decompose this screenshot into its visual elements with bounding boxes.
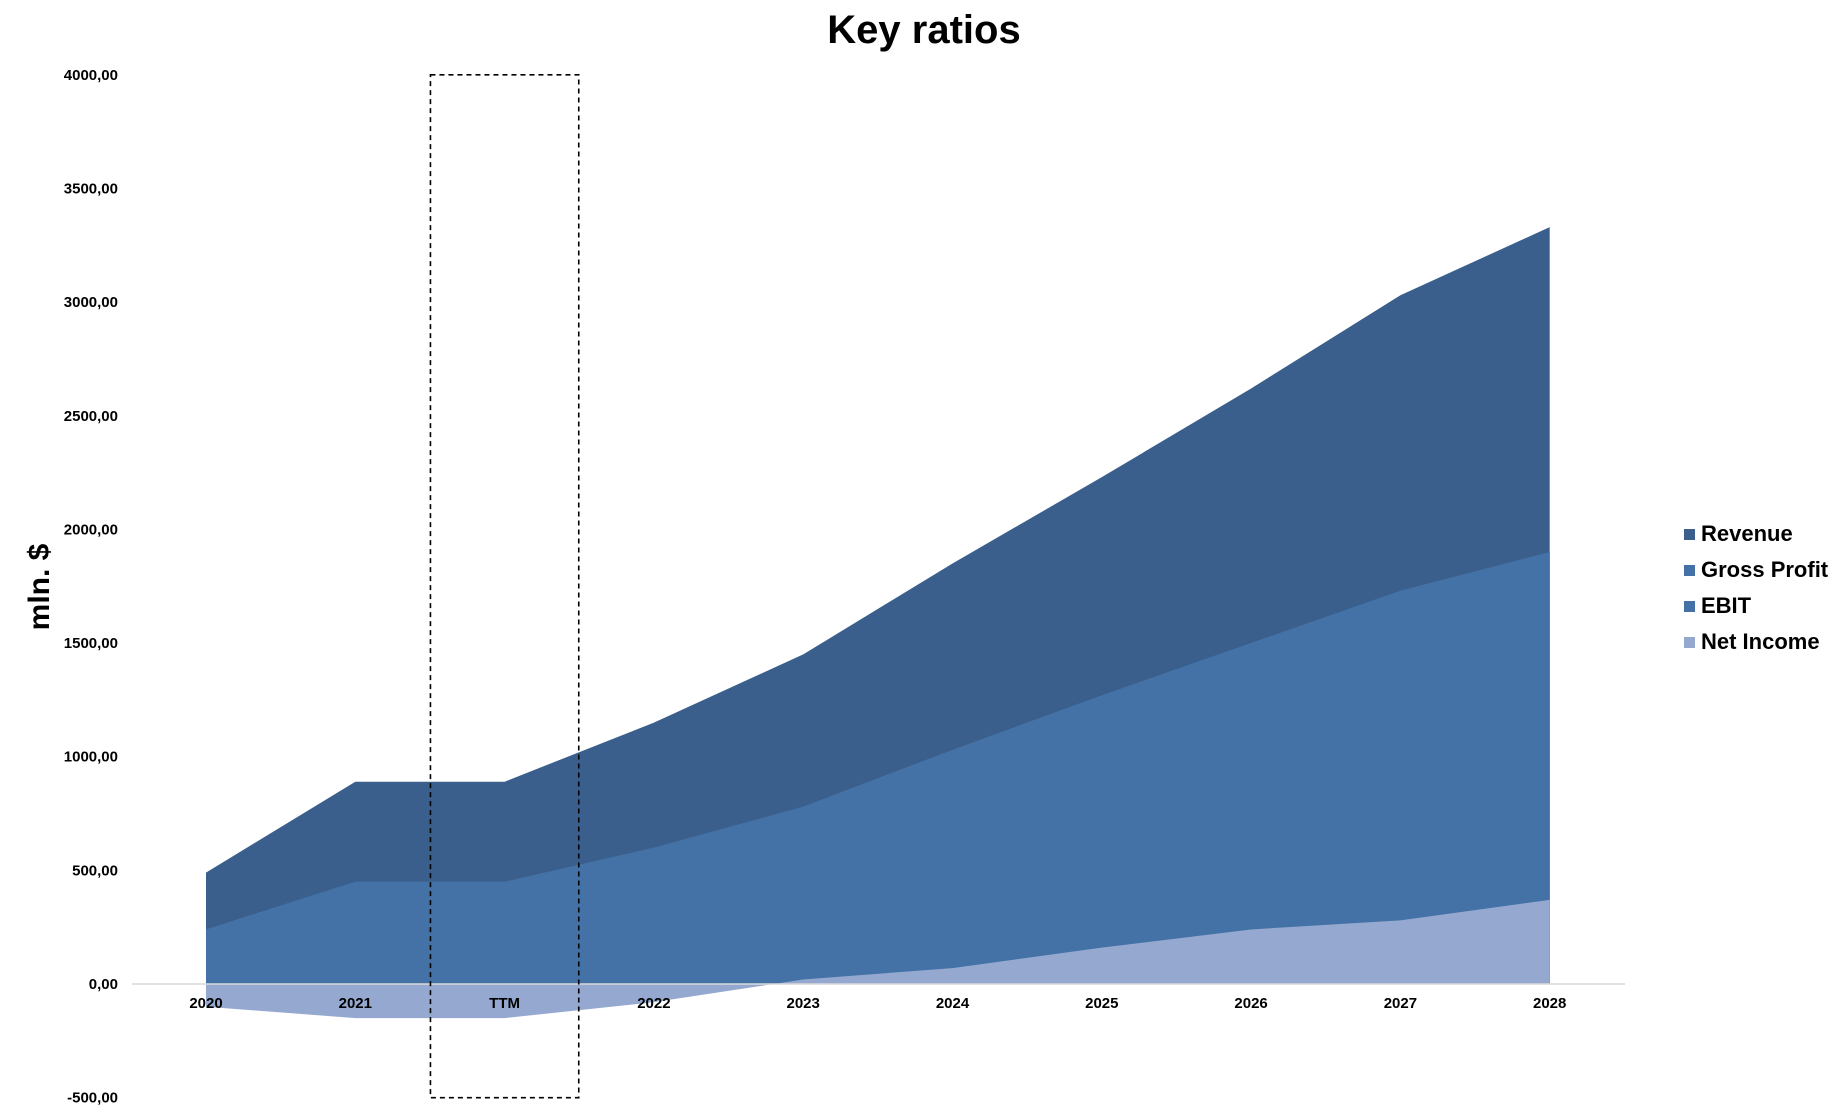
chart-title: Key ratios xyxy=(827,8,1021,52)
legend-label: Net Income xyxy=(1701,629,1820,654)
series-area-ebit xyxy=(206,552,1550,984)
legend-item: EBIT xyxy=(1684,588,1828,624)
x-tick-label: 2025 xyxy=(1085,995,1118,1012)
legend-item: Gross Profit xyxy=(1684,552,1828,588)
x-tick-label: 2028 xyxy=(1533,995,1566,1012)
x-axis-ticks: 2020 2021 TTM 2022 2023 2024 2025 2026 2027 2028 xyxy=(189,995,1566,1012)
legend-item: Revenue xyxy=(1684,516,1828,552)
y-tick-label: 500,00 xyxy=(72,862,118,879)
y-tick-label: 3000,00 xyxy=(64,294,118,311)
x-tick-label: 2027 xyxy=(1384,995,1417,1012)
y-tick-label: 1000,00 xyxy=(64,749,118,766)
y-tick-label: 4000,00 xyxy=(64,67,118,84)
x-tick-label: 2020 xyxy=(189,995,222,1012)
y-axis-ticks: -500,00 0,00 500,00 1000,00 1500,00 2000,00 25… xyxy=(64,67,118,1107)
x-tick-label: TTM xyxy=(489,995,520,1012)
x-tick-label: 2023 xyxy=(787,995,820,1012)
legend-label: Revenue xyxy=(1701,521,1793,546)
x-tick-label: 2022 xyxy=(637,995,670,1012)
series-area-net-income xyxy=(206,899,1550,1019)
legend-swatch xyxy=(1684,636,1695,648)
x-tick-label: 2026 xyxy=(1234,995,1267,1012)
y-tick-label: 2500,00 xyxy=(64,408,118,425)
y-tick-label: 2000,00 xyxy=(64,521,118,538)
y-tick-label: 3500,00 xyxy=(64,180,118,197)
legend-swatch xyxy=(1684,600,1695,612)
y-tick-label: -500,00 xyxy=(67,1090,118,1107)
y-tick-label: 1500,00 xyxy=(64,635,118,652)
ttm-highlight-box xyxy=(429,74,580,1099)
x-tick-label: 2024 xyxy=(936,995,970,1012)
legend-label: EBIT xyxy=(1701,593,1752,618)
legend-item: Net Income xyxy=(1684,624,1828,660)
legend: Revenue Gross Profit EBIT Net Income xyxy=(1684,516,1828,660)
legend-label: Gross Profit xyxy=(1701,557,1829,582)
legend-swatch xyxy=(1684,528,1695,540)
y-tick-label: 0,00 xyxy=(89,976,118,993)
x-tick-label: 2021 xyxy=(339,995,372,1012)
legend-swatch xyxy=(1684,564,1695,576)
